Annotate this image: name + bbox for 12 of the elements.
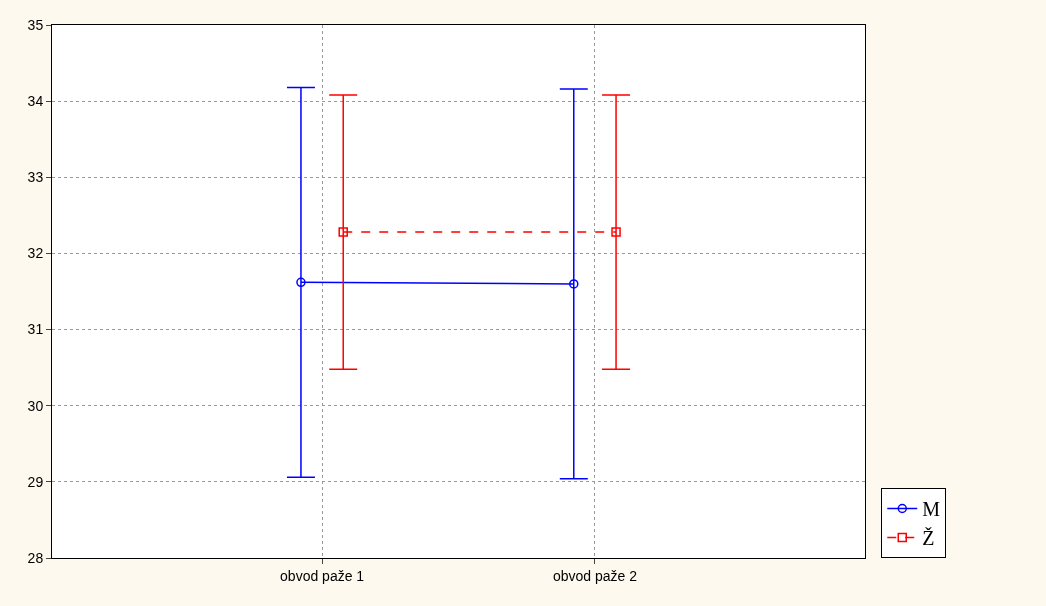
y-tick-label: 30 [27,397,44,414]
legend-label: M [922,498,941,521]
y-tick-label: 31 [27,321,44,338]
y-tick-label: 29 [27,473,44,490]
y-tick-label: 32 [27,245,44,262]
y-tick-label: 34 [27,93,44,110]
legend-label: Ž [922,527,935,550]
x-tick-label: obvod paže 1 [280,567,365,584]
y-tick-label: 35 [27,16,44,33]
x-tick-label: obvod paže 2 [552,567,638,584]
y-tick-label: 33 [27,169,44,186]
y-tick-label: 28 [27,549,44,566]
